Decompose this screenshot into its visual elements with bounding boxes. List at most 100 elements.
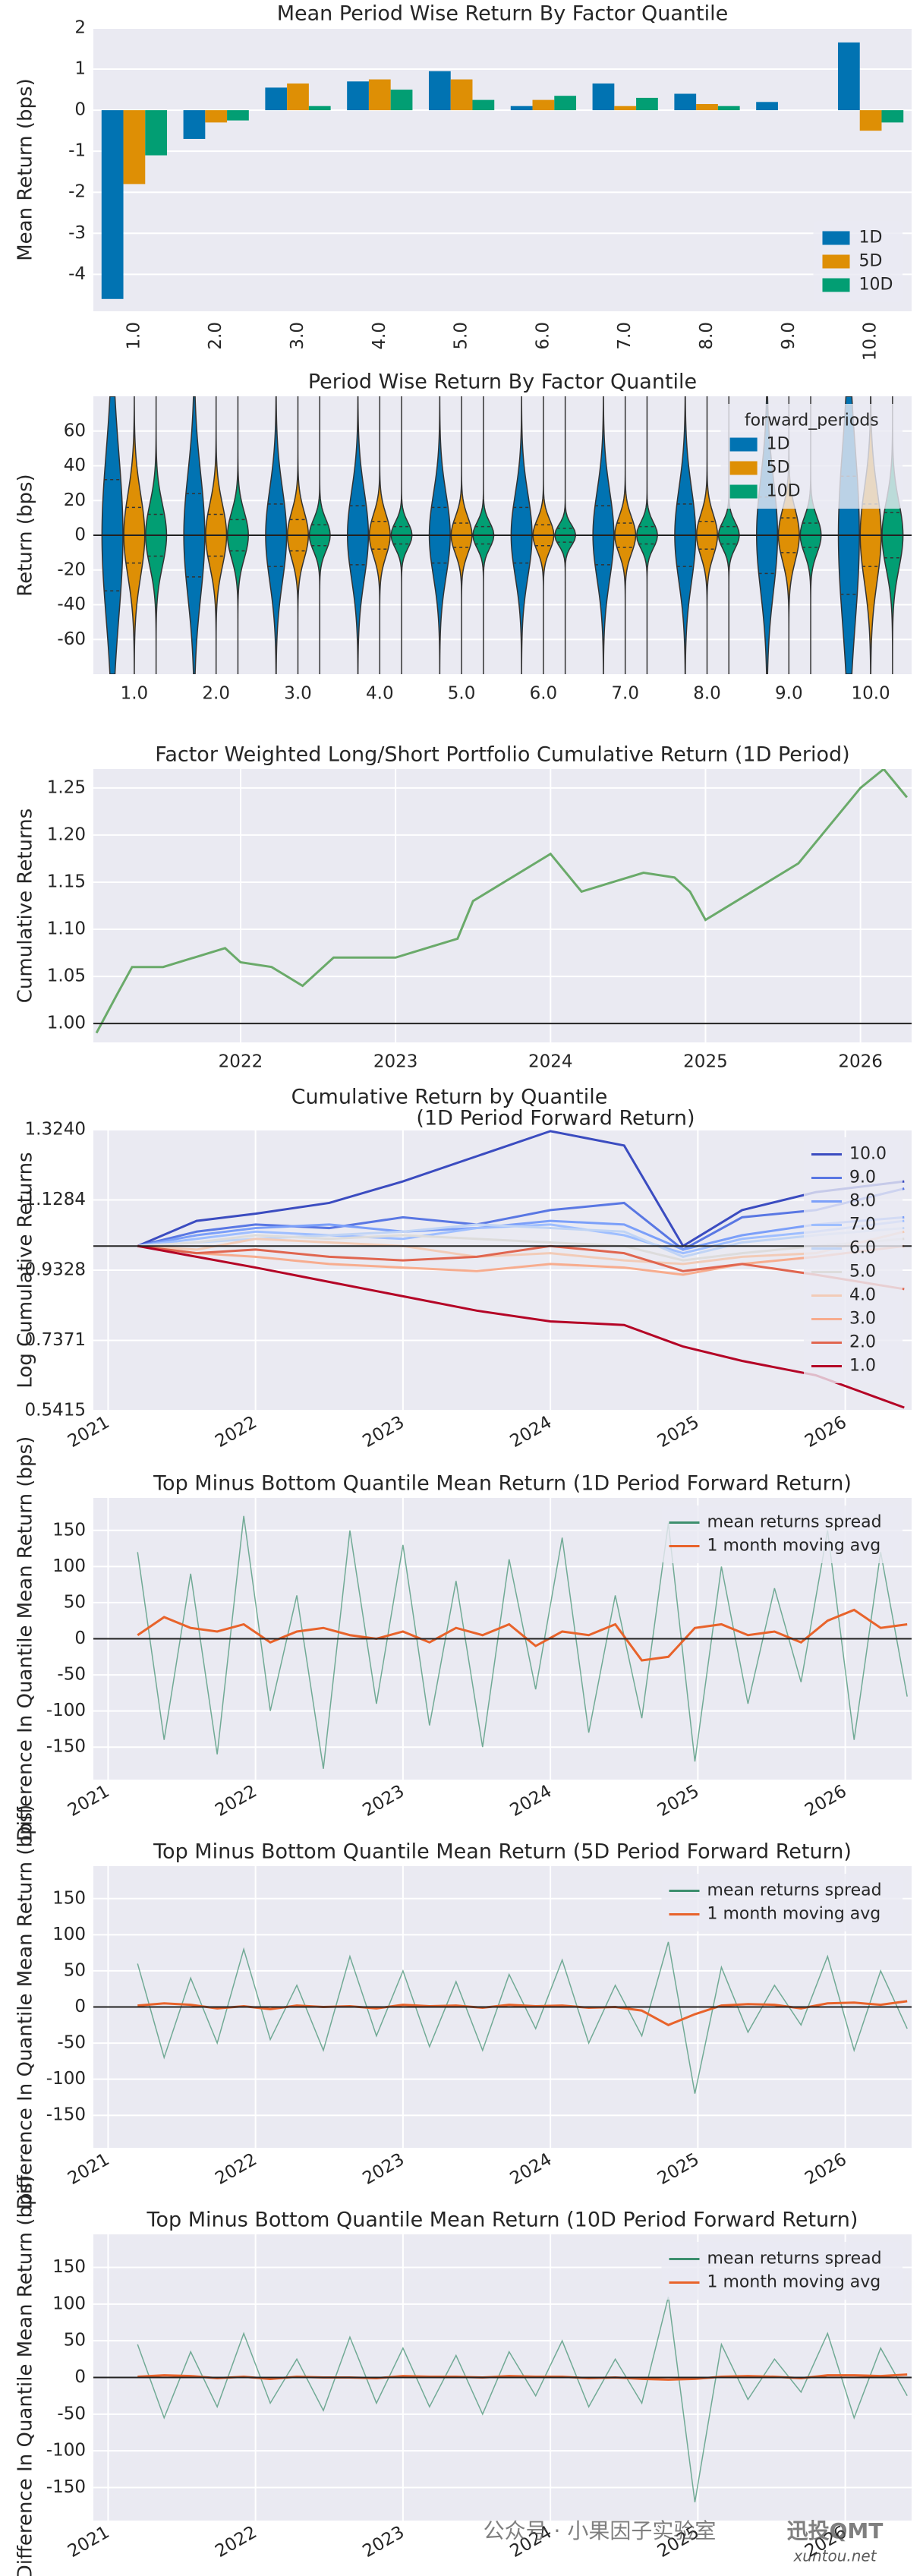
line: [137, 1941, 908, 2094]
y-tick-label: 1.00: [47, 1014, 86, 1033]
x-tick-label: 2025: [683, 1052, 728, 1072]
y-tick-label: 150: [52, 1520, 86, 1540]
chart-title: Top Minus Bottom Quantile Mean Return (1…: [153, 1472, 852, 1496]
legend-label: 1D: [767, 435, 790, 454]
bar: [308, 106, 331, 111]
y-tick-label: 0.9328: [25, 1260, 86, 1279]
y-axis-label: Return (bps): [14, 474, 37, 596]
line: [95, 769, 909, 1034]
bar: [532, 99, 555, 111]
line: [137, 2296, 908, 2502]
y-tick-label: 0: [74, 2367, 86, 2387]
y-tick-label: -150: [46, 1737, 86, 1757]
legend-label: 5D: [859, 252, 883, 271]
chart-title: Factor Weighted Long/Short Portfolio Cum…: [155, 743, 849, 767]
line: [137, 1234, 905, 1262]
legend-label: 1 month moving avg: [707, 1537, 881, 1556]
y-tick-label: 1.1284: [25, 1190, 86, 1209]
y-axis-label: Difference In Quantile Mean Return (bps): [14, 1436, 37, 1841]
x-tick-label: 2.0: [202, 684, 230, 704]
bar: [428, 71, 451, 111]
y-tick-label: 100: [52, 2294, 86, 2313]
y-axis-label: Mean Return (bps): [14, 78, 37, 261]
y-tick-label: 60: [64, 421, 86, 440]
legend: mean returns spread 1 month moving avg: [661, 1874, 903, 1931]
legend-swatch: [729, 437, 758, 452]
x-tick-label: 2026: [802, 1781, 850, 1821]
y-tick-label: -4: [68, 264, 86, 284]
x-tick-label: 6.0: [530, 684, 558, 704]
x-tick-label: 2025: [654, 1781, 703, 1821]
y-tick-label: 50: [64, 2331, 86, 2351]
bar: [636, 97, 658, 111]
y-axis-label: Cumulative Returns: [14, 809, 37, 1003]
y-tick-label: -50: [57, 1665, 86, 1685]
bar: [205, 110, 228, 123]
bar: [101, 110, 124, 299]
y-tick-label: 1: [74, 59, 86, 79]
bar: [145, 110, 168, 156]
legend-label: 1 month moving avg: [707, 1905, 881, 1924]
y-tick-label: 1.20: [47, 825, 86, 844]
y-tick-label: 100: [52, 1556, 86, 1576]
x-tick-label: 2021: [65, 2522, 113, 2562]
y-tick-label: -60: [57, 629, 86, 649]
chart-subtitle: (1D Period Forward Return): [416, 1107, 695, 1130]
plot-data: [93, 1941, 912, 2094]
y-tick-label: 0: [74, 100, 86, 120]
y-tick-label: 100: [52, 1925, 86, 1944]
x-tick-label: 2024: [507, 2149, 556, 2189]
plot-background: [93, 28, 912, 311]
legend-label: 7.0: [849, 1215, 876, 1234]
legend-box: [804, 1137, 903, 1383]
y-tick-label: 0: [74, 1629, 86, 1648]
y-tick-label: 0.7371: [25, 1330, 86, 1350]
chart: -60 -40 -20 0 20 40 60 1.0 2.0 3.0 4.0 5.0 6.0 7.0 8.0…: [14, 370, 912, 704]
legend-label: 10.0: [849, 1145, 887, 1164]
watermark: 公众号 · 小果因子实验室 迅投QMT xuntou.net: [484, 2518, 884, 2565]
bar: [450, 79, 473, 111]
x-tick-label: 2023: [359, 1412, 408, 1452]
x-tick-label: 8.0: [697, 322, 717, 350]
x-tick-label: 1.0: [121, 684, 149, 704]
bar: [756, 102, 778, 111]
legend-label: 1 month moving avg: [707, 2273, 881, 2292]
bar: [837, 42, 860, 111]
legend-label: 3.0: [849, 1310, 876, 1329]
x-tick-label: 5.0: [448, 684, 476, 704]
plot-data: [93, 1130, 912, 1409]
y-tick-label: 50: [64, 1960, 86, 1980]
plot-background: [93, 769, 912, 1042]
y-tick-label: -150: [46, 2105, 86, 2125]
line: [137, 1515, 908, 1769]
x-tick-label: 2023: [359, 2149, 408, 2189]
legend-box: [661, 1506, 903, 1563]
legend: forward_periods 1D 5D 10D: [720, 404, 903, 509]
x-tick-label: 9.0: [779, 322, 799, 350]
bar: [472, 99, 495, 111]
line: [137, 1187, 905, 1251]
bar: [347, 81, 369, 111]
x-tick-label: 2023: [373, 1052, 418, 1072]
chart: -4 -3 -2 -1 0 1 2 1.0 2.0 3.0 4.0 5.0 6.0 7.0 8.0 9.0 10…: [14, 2, 912, 361]
legend-label: mean returns spread: [707, 2250, 882, 2269]
y-tick-label: 40: [64, 456, 86, 475]
line: [137, 1244, 905, 1291]
y-tick-label: -50: [57, 2404, 86, 2423]
bar: [592, 83, 615, 111]
legend-swatch: [822, 231, 850, 245]
line: [137, 1130, 905, 1248]
plot-data: [93, 396, 912, 674]
chart-title: Mean Period Wise Return By Factor Quanti…: [277, 2, 729, 26]
x-tick-label: 8.0: [693, 684, 721, 704]
y-tick-label: -20: [57, 560, 86, 579]
bar: [614, 106, 637, 111]
legend-label: 10D: [859, 276, 893, 295]
x-tick-label: 1.0: [124, 322, 143, 350]
y-tick-label: 1.10: [47, 919, 86, 939]
x-tick-label: 5.0: [452, 322, 471, 350]
bar: [674, 93, 697, 111]
